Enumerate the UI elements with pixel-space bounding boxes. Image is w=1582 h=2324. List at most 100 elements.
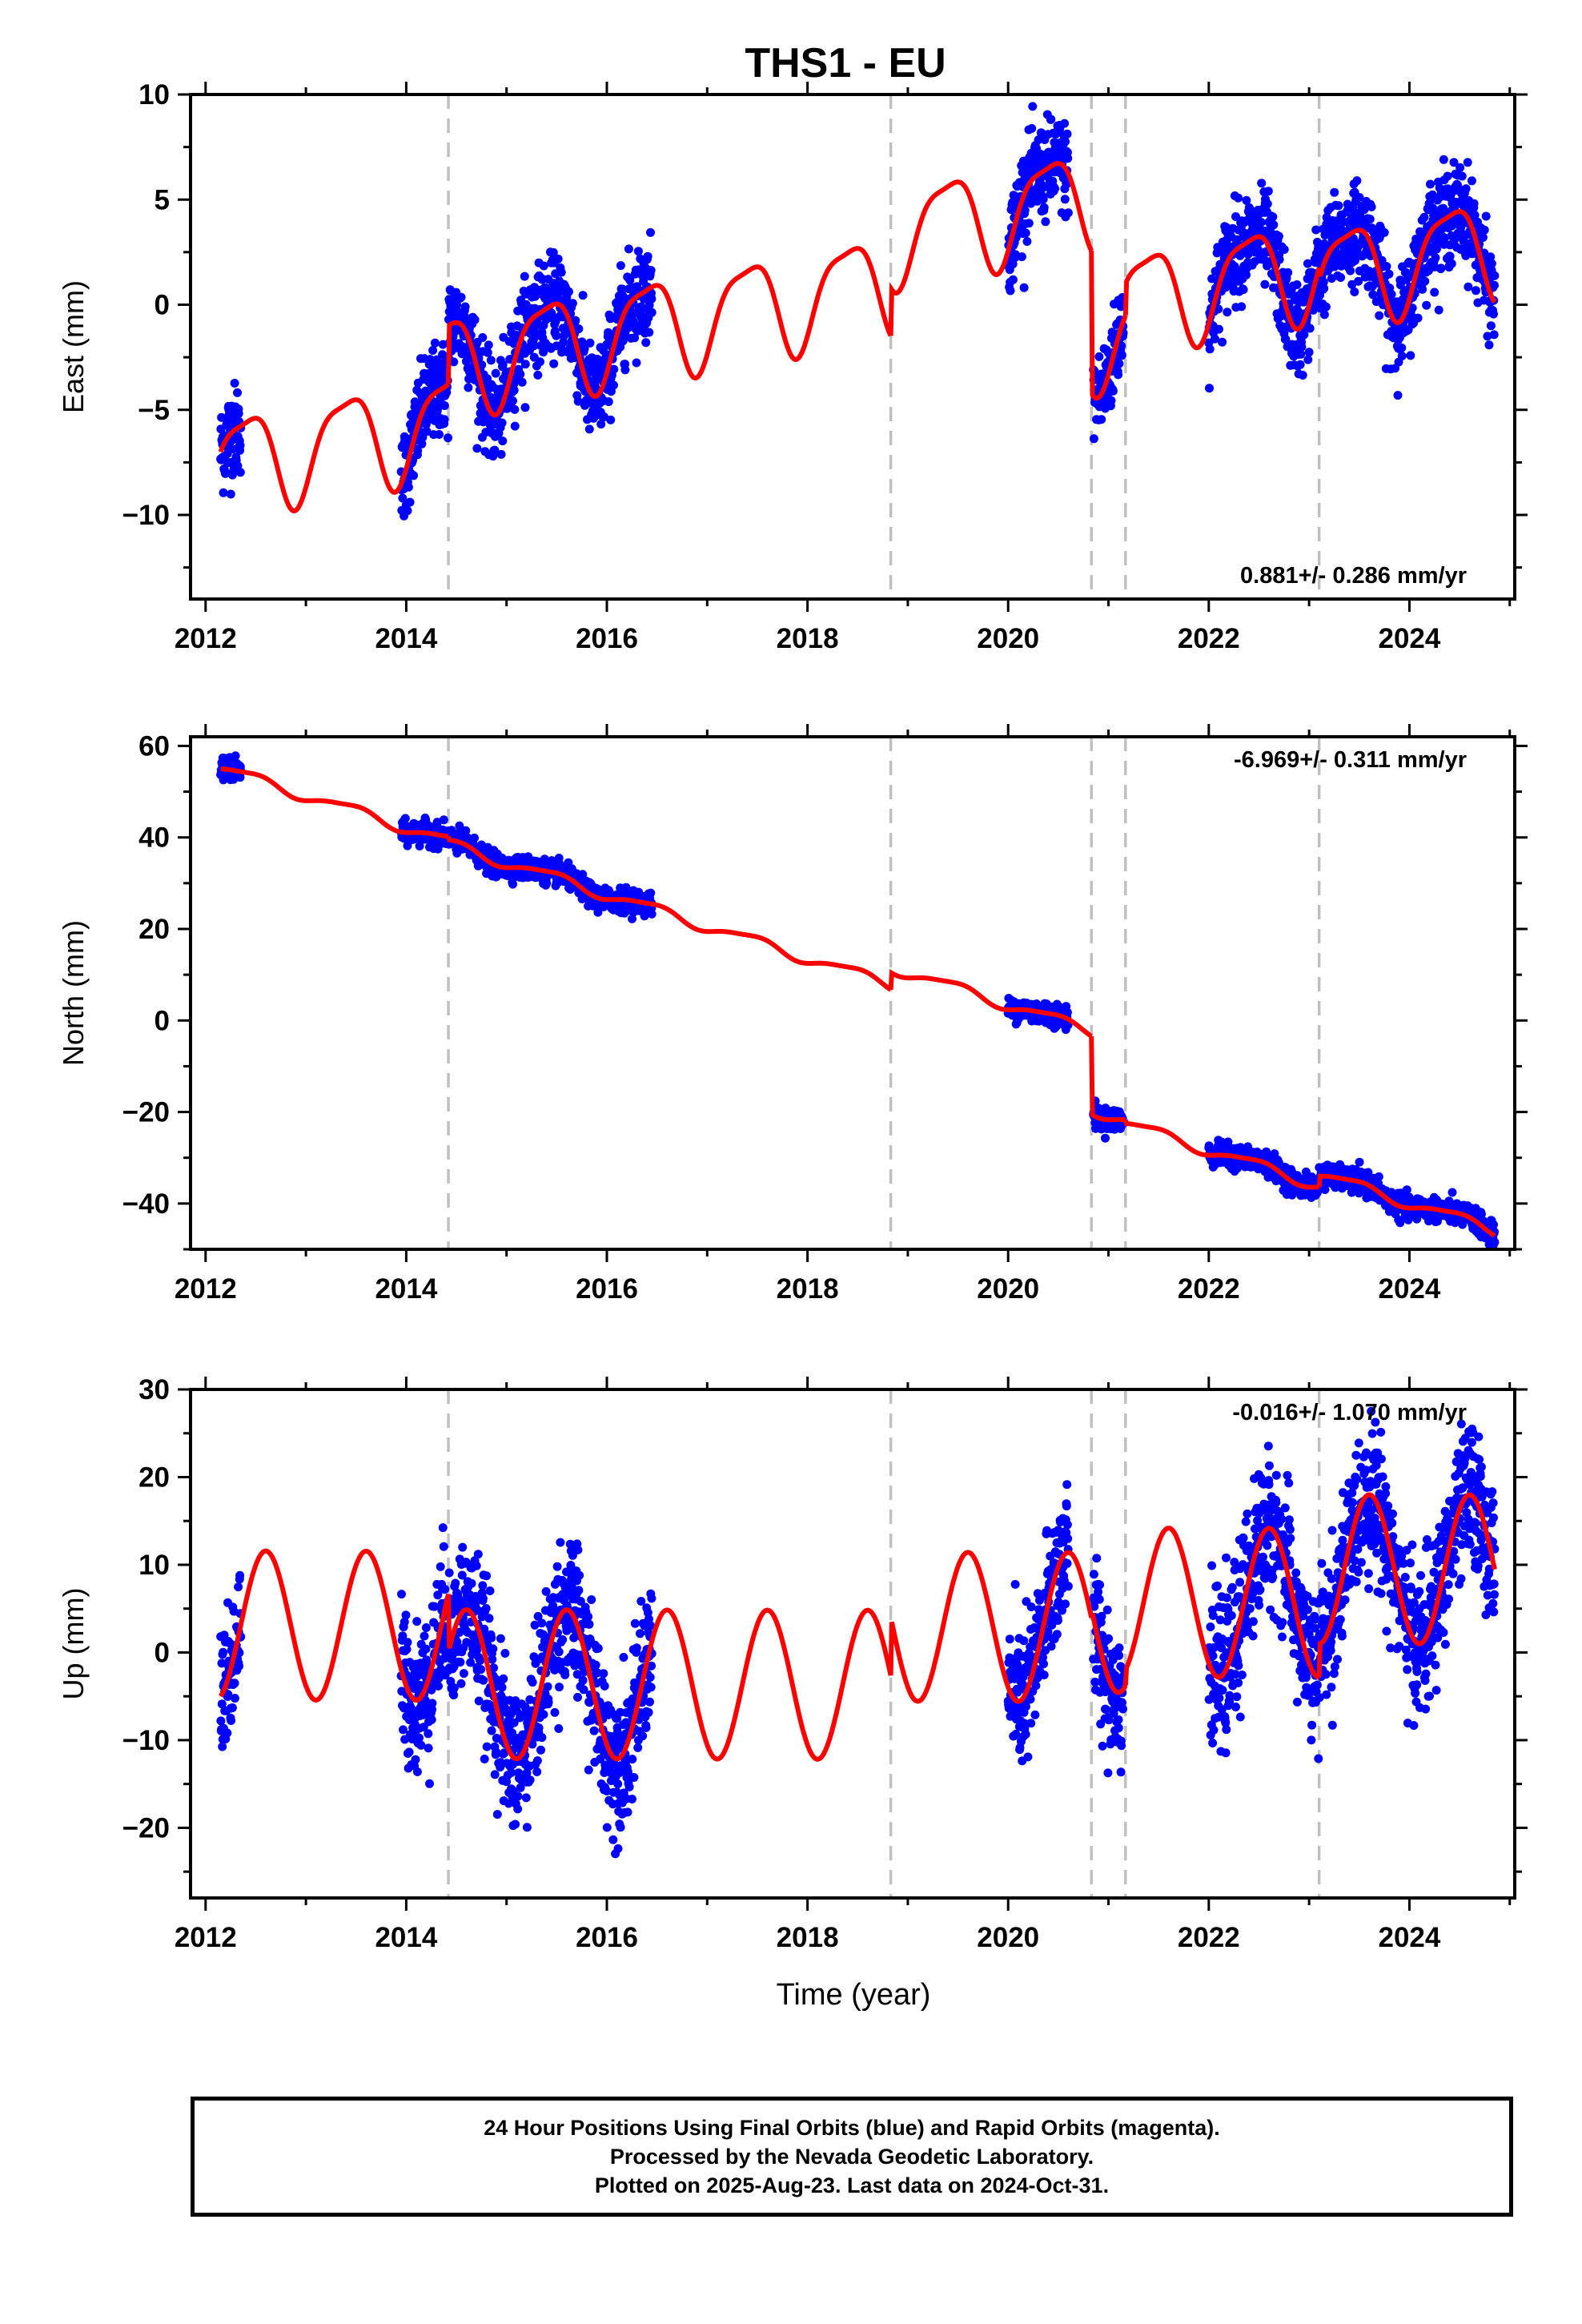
data-point-1508 <box>1256 218 1266 227</box>
data-point-1118 <box>1039 203 1049 212</box>
data-point-43 <box>227 1703 237 1712</box>
data-point-1738 <box>1319 310 1329 320</box>
data-point-480 <box>508 396 517 405</box>
data-point-1279 <box>1108 386 1118 396</box>
x-tick-label: 2016 <box>576 623 638 654</box>
model-line-2 <box>888 969 1093 1039</box>
y-tick-label: −10 <box>122 500 170 531</box>
data-point-2138 <box>1430 287 1439 297</box>
data-point-801 <box>596 420 606 429</box>
data-point-418 <box>491 368 500 378</box>
data-point-13 <box>219 1630 229 1640</box>
data-point-2326 <box>1481 211 1491 221</box>
y-tick-label: 20 <box>139 914 170 945</box>
data-point-101 <box>404 482 413 492</box>
data-point-179 <box>425 355 435 364</box>
data-point-1861 <box>1354 276 1363 286</box>
data-point-443 <box>498 436 508 446</box>
data-point-75 <box>397 1590 406 1599</box>
x-tick-label: 2020 <box>977 1273 1039 1305</box>
y-tick-label: 0 <box>155 1005 170 1036</box>
data-point-1013 <box>1010 250 1020 259</box>
data-point-292 <box>456 292 466 302</box>
data-point-2331 <box>1483 332 1492 341</box>
data-point-873 <box>616 261 625 271</box>
data-point-212 <box>435 430 444 439</box>
data-point-986 <box>647 308 656 317</box>
data-point-64 <box>234 1582 243 1592</box>
data-point-2289 <box>1472 286 1480 296</box>
data-point-571 <box>533 370 543 380</box>
data-point-1436 <box>1237 302 1247 312</box>
data-point-507 <box>516 369 525 379</box>
data-point-847 <box>609 380 618 390</box>
x-tick-label: 2022 <box>1178 623 1240 654</box>
data-point-971 <box>643 251 652 261</box>
data-point-1797 <box>1336 273 1346 282</box>
data-point-2005 <box>1393 391 1403 400</box>
data-point-2353 <box>1489 309 1498 319</box>
data-point-1076 <box>1028 102 1038 111</box>
data-point-27 <box>223 1690 233 1699</box>
data-point-1904 <box>1365 215 1375 224</box>
x-tick-label: 2016 <box>576 1273 638 1305</box>
data-point-1056 <box>1022 237 1032 246</box>
data-point-488 <box>510 421 520 431</box>
data-point-2231 <box>1456 163 1465 172</box>
y-tick-label: 5 <box>155 184 170 215</box>
data-point-1005 <box>1008 275 1018 284</box>
data-point-79 <box>398 493 408 503</box>
model-line-2 <box>888 161 1094 336</box>
data-point-1206 <box>1063 208 1073 218</box>
data-point-1936 <box>1374 1172 1383 1181</box>
data-point-1250 <box>1101 1133 1110 1143</box>
data-point-1937 <box>1375 311 1384 320</box>
data-point-2342 <box>1486 252 1496 262</box>
data-point-2142 <box>1431 253 1440 263</box>
data-point-1964 <box>1382 262 1391 271</box>
data-point-1 <box>216 1716 226 1726</box>
data-point-1847 <box>1350 287 1359 296</box>
data-point-1366 <box>1218 337 1227 347</box>
data-point-1202 <box>1062 129 1072 139</box>
data-point-2058 <box>1407 304 1417 313</box>
model-line-1 <box>446 246 893 418</box>
data-point-1453 <box>1242 270 1251 279</box>
y-tick-label: 60 <box>139 730 170 762</box>
data-point-444 <box>498 360 508 369</box>
data-point-167 <box>422 427 432 436</box>
data-point-759 <box>584 424 594 434</box>
rate-label: 0.881+/- 0.286 mm/yr <box>1240 563 1467 589</box>
data-point-1707 <box>1311 225 1321 235</box>
data-point-2154 <box>1434 305 1443 315</box>
data-point-1297 <box>1114 370 1123 380</box>
data-point-2347 <box>1487 259 1496 268</box>
data-point-51 <box>230 1679 239 1688</box>
data-point-976 <box>644 328 654 337</box>
data-point-1982 <box>1387 290 1396 299</box>
data-point-1597 <box>1281 335 1291 344</box>
data-point-2175 <box>1439 233 1449 243</box>
data-point-4 <box>217 1659 227 1668</box>
data-point-1956 <box>1379 227 1389 237</box>
data-point-1865 <box>1355 1157 1364 1167</box>
data-points <box>216 1406 1500 1859</box>
data-point-914 <box>628 914 636 923</box>
data-point-1735 <box>1319 277 1328 287</box>
data-point-309 <box>461 826 471 835</box>
data-point-1553 <box>1269 220 1279 230</box>
data-point-1744 <box>1321 302 1331 312</box>
x-tick-label: 2024 <box>1378 623 1440 654</box>
model-line-0 <box>220 766 449 839</box>
data-point-734 <box>578 870 588 879</box>
data-point-1063 <box>1024 219 1034 228</box>
data-point-106 <box>405 497 415 507</box>
data-point-985 <box>647 294 656 304</box>
data-point-829 <box>604 397 613 407</box>
data-point-265 <box>449 357 459 367</box>
data-point-2274 <box>1467 176 1476 186</box>
data-point-66 <box>234 408 243 418</box>
data-point-2109 <box>1422 300 1431 310</box>
y-tick-label: −5 <box>138 395 170 426</box>
data-point-367 <box>477 360 487 370</box>
